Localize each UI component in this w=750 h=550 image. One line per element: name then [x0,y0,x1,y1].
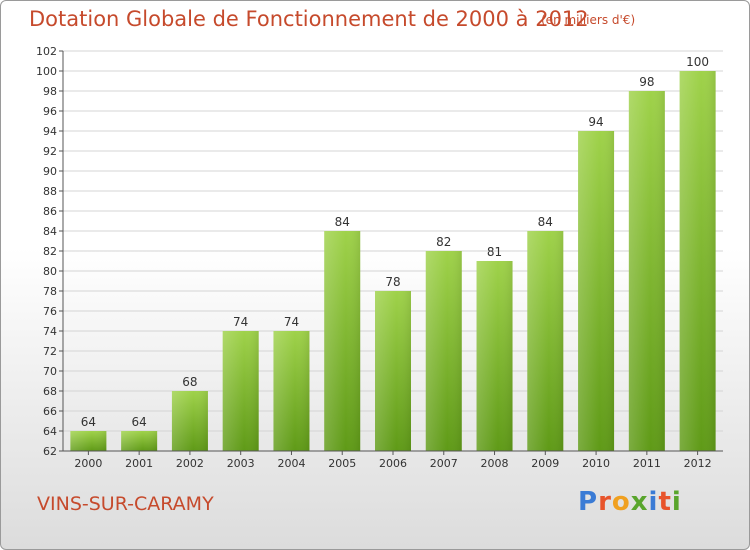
value-label-2010: 94 [588,115,603,129]
y-tick-label: 82 [43,245,57,258]
x-tick-label-2000: 2000 [74,457,102,470]
value-label-2005: 84 [335,215,350,229]
y-tick-label: 92 [43,145,57,158]
y-tick-label: 86 [43,205,57,218]
bar-shade-2002 [171,391,208,451]
bar-shade-2009 [527,231,564,451]
chart-title: Dotation Globale de Fonctionnement de 20… [29,7,589,31]
proxiti-logo: Proxiti [578,487,682,517]
y-tick-label: 64 [43,425,57,438]
bar-shade-2004 [273,331,310,451]
logo-letter: r [598,487,612,517]
bar-shade-2010 [578,131,615,451]
value-label-2009: 84 [538,215,553,229]
y-tick-label: 90 [43,165,57,178]
axes: 62 64 66 68 70 72 74 76 78 80 82 84 86 88 90 92 94 96 98 10… [36,45,723,470]
logo-letter: i [648,487,659,517]
value-label-2011: 98 [639,75,654,89]
value-label-2008: 81 [487,245,502,259]
bar-shade-2006 [375,291,411,451]
x-tick-label-2009: 2009 [531,457,559,470]
x-tick-label-2012: 2012 [684,457,712,470]
value-label-2001: 64 [132,415,147,429]
x-tick-label-2008: 2008 [481,457,509,470]
bars: 64 64 68 74 74 84 78 82 81 84 94 98 100 [70,55,716,451]
x-tick-label-2007: 2007 [430,457,458,470]
value-label-2000: 64 [81,415,96,429]
bar-shade-2003 [222,331,259,451]
y-tick-label: 84 [43,225,57,238]
logo-letter: P [578,487,599,517]
y-tick-label: 88 [43,185,57,198]
value-label-2012: 100 [686,55,709,69]
y-tick-label: 78 [43,285,57,298]
value-label-2003: 74 [233,315,248,329]
x-tick-label-2005: 2005 [328,457,356,470]
x-tick-label-2004: 2004 [277,457,305,470]
y-tick-label: 76 [43,305,57,318]
x-tick-label-2003: 2003 [227,457,255,470]
y-tick-label: 70 [43,365,57,378]
value-label-2006: 78 [385,275,400,289]
bar-shade-2000 [70,431,107,451]
x-tick-label-2001: 2001 [125,457,153,470]
x-tick-label-2002: 2002 [176,457,204,470]
logo-letter: i [671,487,682,517]
y-tick-label: 80 [43,265,57,278]
y-tick-label: 66 [43,405,57,418]
y-tick-label: 94 [43,125,57,138]
value-label-2007: 82 [436,235,451,249]
bar-shade-2001 [121,431,158,451]
bar-shade-2005 [324,231,361,451]
y-tick-label: 96 [43,105,57,118]
bar-shade-2008 [476,261,513,451]
x-tick-label-2010: 2010 [582,457,610,470]
bar-shade-2011 [628,91,665,451]
y-tick-label: 102 [36,45,57,58]
x-tick-label-2006: 2006 [379,457,407,470]
logo-letter: x [630,487,649,517]
bar-shade-2012 [679,71,716,451]
y-tick-label: 98 [43,85,57,98]
y-tick-label: 74 [43,325,57,338]
logo-letter: o [611,487,631,517]
logo-letter: t [658,487,672,517]
x-tick-label-2011: 2011 [633,457,661,470]
commune-name: VINS-SUR-CARAMY [37,493,214,515]
value-label-2004: 74 [284,315,299,329]
value-label-2002: 68 [182,375,197,389]
y-tick-label: 100 [36,65,57,78]
bar-shade-2007 [425,251,462,451]
y-tick-label: 68 [43,385,57,398]
y-tick-label: 62 [43,445,57,458]
y-tick-label: 72 [43,345,57,358]
chart-subtitle: (en milliers d'€) [541,13,636,27]
